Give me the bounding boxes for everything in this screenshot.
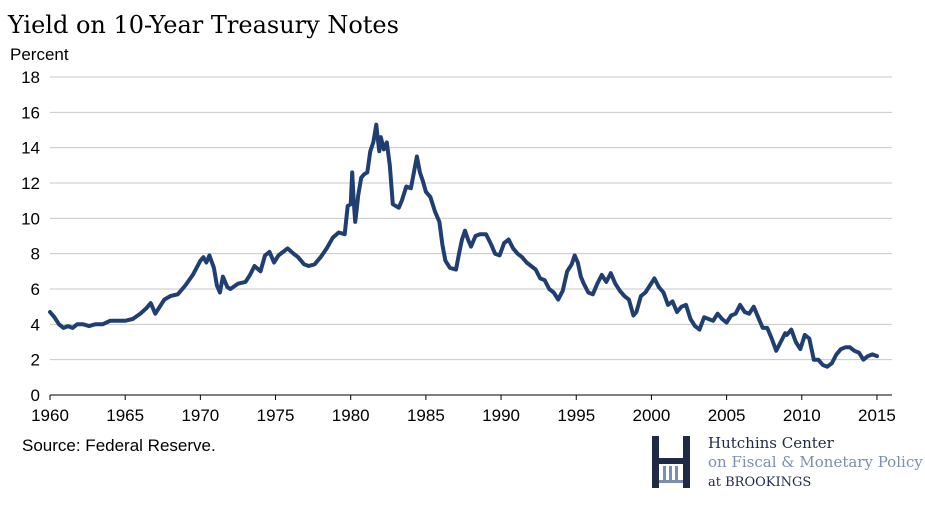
y-tick-label: 16	[21, 103, 40, 122]
x-tick-label: 2005	[708, 406, 746, 425]
y-tick-label: 0	[31, 386, 40, 405]
y-tick-label: 2	[31, 351, 40, 370]
x-tick-labels: 1960 1965 1970 1975 1980 1985 1990 1995 2000 2005…	[31, 395, 896, 425]
x-tick-label: 1980	[332, 406, 370, 425]
source-note: Source: Federal Reserve.	[22, 436, 216, 455]
x-tick-label: 2010	[783, 406, 821, 425]
y-tick-label: 18	[21, 68, 40, 87]
x-tick-label: 2015	[858, 406, 896, 425]
y-tick-label: 8	[31, 245, 40, 264]
x-tick-label: 1960	[31, 406, 69, 425]
brand-line-1: Hutchins Center	[708, 434, 835, 452]
y-tick-label: 6	[31, 280, 40, 299]
x-tick-label: 1985	[407, 406, 445, 425]
brand-line-3: at BROOKINGS	[708, 475, 811, 490]
x-tick-label: 1975	[257, 406, 295, 425]
chart-title: Yield on 10-Year Treasury Notes	[7, 11, 399, 39]
brand-line-2: on Fiscal & Monetary Policy	[708, 453, 923, 471]
y-tick-labels: 0 2 4 6 8 10 12 14 16 18	[21, 68, 40, 405]
y-tick-label: 10	[21, 209, 40, 228]
x-tick-label: 1965	[106, 406, 144, 425]
y-tick-label: 12	[21, 174, 40, 193]
y-axis-label: Percent	[10, 45, 69, 64]
yield-line	[48, 122, 879, 369]
gridlines	[50, 76, 892, 396]
y-tick-label: 4	[31, 315, 40, 334]
y-tick-label: 14	[21, 139, 40, 158]
x-tick-label: 1995	[557, 406, 595, 425]
series	[48, 122, 879, 369]
hutchins-h-logo	[652, 436, 690, 488]
x-tick-label: 1970	[181, 406, 219, 425]
x-tick-label: 2000	[633, 406, 671, 425]
x-tick-label: 1990	[482, 406, 520, 425]
